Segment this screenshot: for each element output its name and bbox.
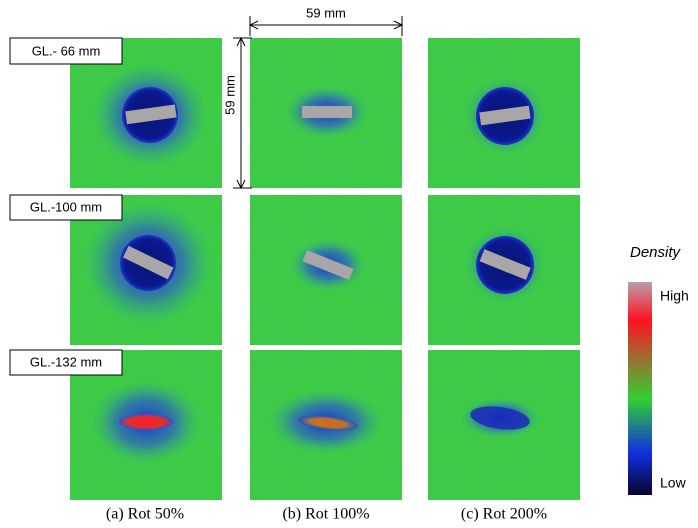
- shape: [479, 249, 531, 280]
- column-label: (c) Rot 200%: [461, 506, 547, 523]
- shape: [122, 245, 174, 280]
- panel: [250, 350, 402, 500]
- dimension-arrows: [233, 16, 404, 190]
- row-label-box: [9, 194, 123, 221]
- row-label: GL.-100 mm: [30, 199, 102, 214]
- panel: [428, 195, 580, 345]
- panel: [70, 350, 222, 500]
- row-label-box: [9, 37, 123, 65]
- legend-low: Low: [660, 475, 687, 491]
- shape: [479, 105, 531, 126]
- shape: [302, 250, 354, 280]
- shape: [470, 406, 530, 430]
- panel: [70, 195, 222, 345]
- panel: [250, 195, 402, 345]
- shape: [302, 106, 352, 118]
- shape: [248, 20, 404, 30]
- panel: [428, 38, 580, 188]
- panel: [250, 38, 402, 188]
- legend-title: Density: [630, 244, 682, 261]
- row-label: GL.-132 mm: [30, 354, 102, 369]
- width-label: 59 mm: [306, 5, 346, 20]
- row-label-box: [9, 349, 123, 376]
- shape: [125, 104, 177, 125]
- column-label: (a) Rot 50%: [106, 506, 184, 523]
- shape: [236, 36, 246, 190]
- panel: [428, 350, 580, 500]
- height-label: 59 mm: [222, 75, 237, 115]
- shape: [119, 414, 173, 430]
- legend-high: High: [660, 288, 689, 304]
- row-label: GL.- 66 mm: [32, 43, 101, 58]
- panel: [70, 38, 222, 188]
- colorbar: [628, 282, 652, 495]
- shape: [298, 415, 358, 431]
- column-label: (b) Rot 100%: [282, 506, 369, 523]
